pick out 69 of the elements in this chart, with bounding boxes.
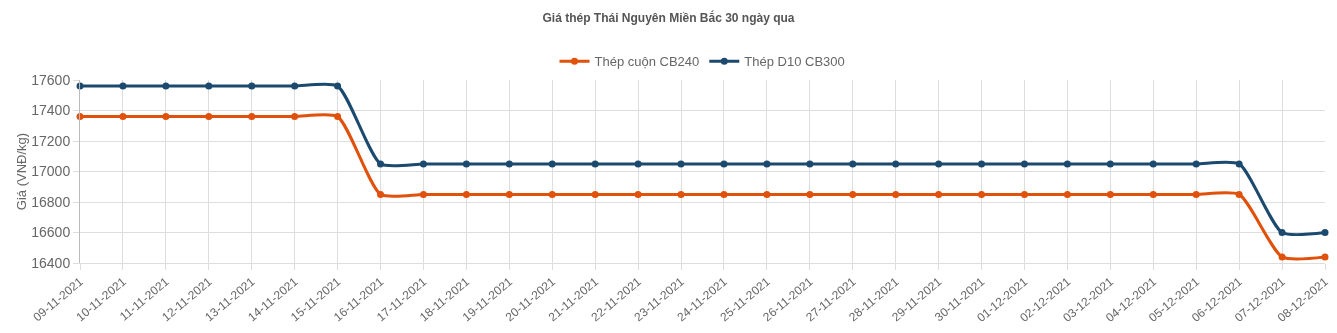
point bbox=[377, 160, 385, 168]
point bbox=[591, 160, 599, 168]
point bbox=[505, 160, 513, 168]
point bbox=[1192, 190, 1200, 198]
point bbox=[291, 113, 299, 121]
y-tick-label: 16800 bbox=[31, 193, 71, 210]
point bbox=[720, 160, 728, 168]
point bbox=[763, 160, 771, 168]
point bbox=[634, 160, 642, 168]
point bbox=[892, 160, 900, 168]
y-axis-title: Giá (VNĐ/kg) bbox=[14, 132, 30, 211]
point bbox=[248, 113, 256, 121]
y-tick-label: 17200 bbox=[31, 132, 71, 149]
point bbox=[935, 190, 943, 198]
point bbox=[935, 160, 943, 168]
point bbox=[419, 190, 427, 198]
point bbox=[849, 190, 857, 198]
point bbox=[1192, 160, 1200, 168]
point bbox=[720, 190, 728, 198]
point bbox=[1278, 229, 1286, 236]
point bbox=[205, 113, 213, 121]
point bbox=[462, 160, 470, 168]
point bbox=[1149, 190, 1157, 198]
point bbox=[1321, 253, 1329, 261]
point bbox=[377, 190, 385, 198]
y-tick-label: 17600 bbox=[31, 71, 71, 88]
point bbox=[1278, 253, 1286, 261]
point bbox=[162, 113, 170, 121]
y-tick-label: 16600 bbox=[31, 224, 71, 241]
point bbox=[1321, 229, 1329, 236]
point bbox=[763, 190, 771, 198]
point bbox=[677, 160, 685, 168]
point bbox=[634, 190, 642, 198]
point bbox=[849, 160, 857, 168]
legend-label: Thép cuộn CB240 bbox=[594, 54, 700, 70]
point bbox=[162, 82, 170, 90]
point bbox=[806, 190, 814, 198]
point bbox=[1106, 160, 1114, 168]
point bbox=[591, 190, 599, 198]
point bbox=[119, 82, 127, 90]
point bbox=[677, 190, 685, 198]
point bbox=[978, 160, 986, 168]
y-tick-label: 17000 bbox=[31, 163, 71, 180]
legend-label: Thép D10 CB300 bbox=[744, 54, 845, 70]
point bbox=[892, 190, 900, 198]
point bbox=[248, 82, 256, 90]
y-tick-label: 17400 bbox=[31, 102, 71, 119]
point bbox=[1106, 190, 1114, 198]
point bbox=[334, 82, 342, 90]
point bbox=[1149, 160, 1157, 168]
point bbox=[334, 113, 342, 121]
point bbox=[548, 190, 556, 198]
point bbox=[1063, 160, 1071, 168]
point bbox=[978, 190, 986, 198]
point bbox=[205, 82, 213, 90]
point bbox=[806, 160, 814, 168]
chart-title: Giá thép Thái Nguyên Miền Bắc 30 ngày qua bbox=[542, 9, 795, 25]
point bbox=[1063, 190, 1071, 198]
point bbox=[1235, 190, 1243, 198]
point bbox=[1020, 160, 1028, 168]
y-tick-label: 16400 bbox=[31, 254, 71, 271]
point bbox=[462, 190, 470, 198]
point bbox=[505, 190, 513, 198]
point bbox=[119, 113, 127, 121]
point bbox=[548, 160, 556, 168]
point bbox=[1020, 190, 1028, 198]
point bbox=[291, 82, 299, 90]
point bbox=[419, 160, 427, 168]
point bbox=[1235, 160, 1243, 168]
